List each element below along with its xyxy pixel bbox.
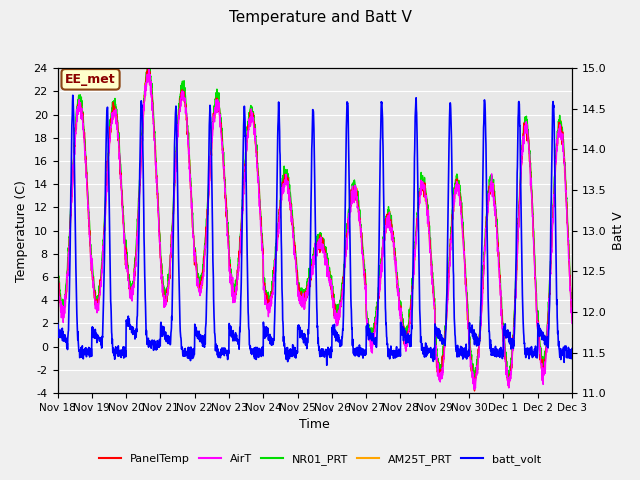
Text: EE_met: EE_met: [65, 73, 116, 86]
X-axis label: Time: Time: [300, 419, 330, 432]
Text: Temperature and Batt V: Temperature and Batt V: [228, 10, 412, 24]
Legend: PanelTemp, AirT, NR01_PRT, AM25T_PRT, batt_volt: PanelTemp, AirT, NR01_PRT, AM25T_PRT, ba…: [94, 450, 546, 469]
Y-axis label: Temperature (C): Temperature (C): [15, 180, 28, 282]
Y-axis label: Batt V: Batt V: [612, 211, 625, 250]
